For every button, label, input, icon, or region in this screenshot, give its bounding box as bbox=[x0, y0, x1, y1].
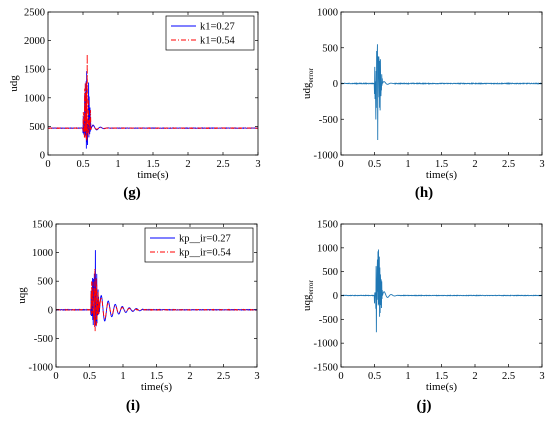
y-tick-label: -1000 bbox=[314, 151, 339, 162]
chart-panel-h: 0 0.5 1 1.5 2 2.5 3 -1000 -500 0 500 1000 time(s) udg… bbox=[301, 8, 545, 202]
y-axis-label-main: uqg bbox=[301, 294, 313, 311]
y-tick-label: 0 bbox=[48, 305, 53, 316]
x-tick-label: 3 bbox=[254, 371, 259, 382]
y-axis-label: uqgerror bbox=[301, 279, 315, 311]
y-axis-label: udgerror bbox=[301, 67, 315, 99]
series-line-2 bbox=[48, 54, 258, 142]
y-axis-label-main: uqg bbox=[16, 287, 28, 304]
y-tick-label: 500 bbox=[322, 267, 338, 278]
y-tick-label: 2500 bbox=[24, 8, 45, 19]
y-tick-label: 1000 bbox=[24, 93, 45, 104]
legend-entry-1: k1=0.27 bbox=[200, 22, 235, 33]
legend-entry-2: kp__ir=0.54 bbox=[179, 248, 231, 259]
y-axis-label-subscript: error bbox=[306, 279, 315, 294]
legend-box bbox=[144, 227, 254, 263]
y-tick-label: 1000 bbox=[317, 243, 338, 254]
y-tick-label: -500 bbox=[319, 115, 338, 126]
x-axis-label: time(s) bbox=[426, 381, 457, 393]
chart-panel-g: 0 0.5 1 1.5 2 2.5 3 0 500 1000 1500 2000 2500 time(s)… bbox=[8, 8, 261, 202]
x-axis-label: time(s) bbox=[141, 381, 172, 393]
x-tick-label: 2.5 bbox=[216, 159, 229, 170]
panel-caption-h: (h) bbox=[415, 185, 433, 201]
x-tick-label: 2 bbox=[472, 371, 477, 382]
x-tick-label: 0.5 bbox=[368, 159, 381, 170]
y-tick-label: -500 bbox=[34, 334, 53, 345]
x-tick-label: 0.5 bbox=[368, 371, 381, 382]
y-axis-label-subscript: error bbox=[306, 67, 315, 82]
panel-caption-j: (j) bbox=[417, 398, 432, 414]
y-tick-label: 500 bbox=[322, 43, 338, 54]
x-tick-label: 1.5 bbox=[435, 371, 448, 382]
y-tick-label: 2000 bbox=[24, 36, 45, 47]
y-tick-label: 1500 bbox=[317, 220, 338, 231]
y-tick-label: 0 bbox=[333, 79, 338, 90]
y-tick-label: 1000 bbox=[317, 8, 338, 19]
chart-panel-i: 0 0.5 1 1.5 2 2.5 3 -1000 -500 0 500 1000 1500 time(s… bbox=[16, 220, 260, 415]
x-tick-label: 2 bbox=[187, 371, 192, 382]
x-tick-label: 1.5 bbox=[435, 159, 448, 170]
y-tick-label: -1000 bbox=[314, 339, 339, 350]
x-tick-label: 2.5 bbox=[502, 371, 515, 382]
y-tick-label: -1500 bbox=[314, 363, 339, 374]
x-tick-label: 0 bbox=[45, 159, 50, 170]
x-tick-label: 2.5 bbox=[217, 371, 230, 382]
y-tick-label: -1000 bbox=[29, 363, 54, 374]
series-line-1 bbox=[341, 44, 542, 141]
legend-box bbox=[165, 15, 255, 51]
x-tick-label: 1.5 bbox=[146, 159, 159, 170]
x-tick-label: 1 bbox=[120, 371, 125, 382]
y-tick-label: 0 bbox=[40, 151, 45, 162]
y-tick-label: 0 bbox=[333, 291, 338, 302]
panel-caption-i: (i) bbox=[126, 398, 140, 414]
x-tick-label: 0.5 bbox=[76, 159, 89, 170]
x-tick-label: 1.5 bbox=[150, 371, 163, 382]
panel-caption-g: (g) bbox=[123, 185, 141, 201]
x-tick-label: 0 bbox=[53, 371, 58, 382]
legend-entry-1: kp__ir=0.27 bbox=[179, 234, 231, 245]
x-axis-label: time(s) bbox=[426, 169, 457, 181]
series-line-2 bbox=[56, 268, 257, 332]
x-tick-label: 0 bbox=[338, 159, 343, 170]
y-axis-label: udg bbox=[8, 75, 20, 92]
y-tick-label: 1500 bbox=[32, 220, 53, 231]
y-axis-label-main: udg bbox=[8, 75, 20, 92]
y-axis-label-main: udg bbox=[301, 82, 313, 99]
x-tick-label: 3 bbox=[539, 371, 544, 382]
x-tick-label: 2 bbox=[472, 159, 477, 170]
x-tick-label: 0.5 bbox=[83, 371, 96, 382]
x-tick-label: 3 bbox=[539, 159, 544, 170]
x-tick-label: 1 bbox=[405, 159, 410, 170]
y-tick-label: 1000 bbox=[32, 248, 53, 259]
x-tick-label: 3 bbox=[255, 159, 260, 170]
series-line-1 bbox=[341, 249, 542, 333]
legend-entry-2: k1=0.54 bbox=[200, 36, 236, 47]
x-tick-label: 1 bbox=[405, 371, 410, 382]
y-axis-label: uqg bbox=[16, 287, 28, 304]
x-tick-label: 0 bbox=[338, 371, 343, 382]
y-tick-label: 500 bbox=[29, 122, 45, 133]
x-tick-label: 2 bbox=[185, 159, 190, 170]
y-tick-label: -500 bbox=[319, 315, 338, 326]
x-tick-label: 2.5 bbox=[502, 159, 515, 170]
y-tick-label: 1500 bbox=[24, 65, 45, 76]
x-tick-label: 1 bbox=[115, 159, 120, 170]
y-tick-label: 500 bbox=[37, 277, 53, 288]
x-axis-label: time(s) bbox=[137, 169, 168, 181]
chart-panel-j: 0 0.5 1 1.5 2 2.5 3 -1500 -1000 -500 0 500 1000 1500 t… bbox=[301, 220, 545, 415]
